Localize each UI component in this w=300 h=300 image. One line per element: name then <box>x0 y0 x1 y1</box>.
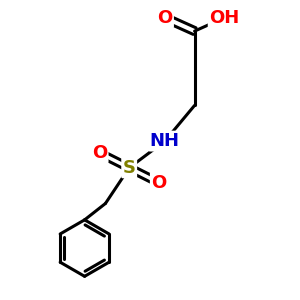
Text: NH: NH <box>150 132 180 150</box>
Text: O: O <box>151 174 166 192</box>
Text: O: O <box>92 144 107 162</box>
Text: O: O <box>157 9 172 27</box>
Text: S: S <box>123 159 136 177</box>
Text: OH: OH <box>209 9 239 27</box>
